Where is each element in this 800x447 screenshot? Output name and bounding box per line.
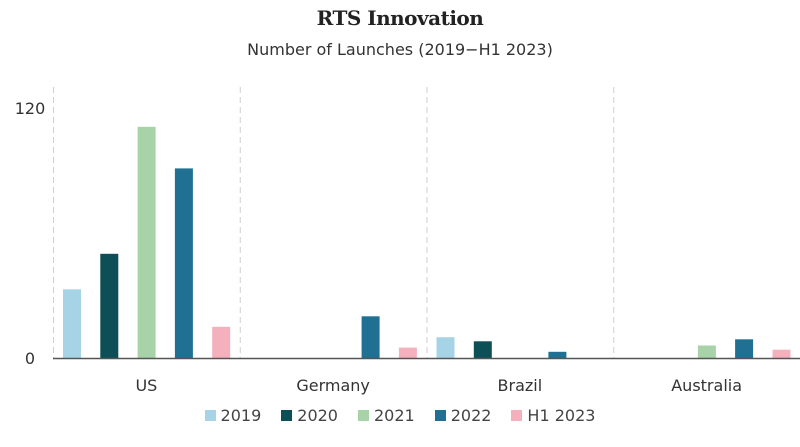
y-tick-label: 120 [15,99,46,118]
bar-brazil-2022 [548,351,567,359]
bar-us-2019 [63,289,81,359]
bar-us-2021 [137,126,156,359]
bar-brazil-2020 [473,341,492,358]
legend-swatch [434,410,446,421]
bars [63,126,791,359]
group-separators [53,87,615,358]
legend-item: 2019 [204,406,262,425]
legend-swatch [281,410,293,421]
legend-label: 2022 [450,406,492,425]
legend-item: 2021 [357,406,415,425]
legend-label: 2021 [373,406,415,425]
y-tick-label: 0 [25,349,35,368]
x-axis-categories: US Germany Brazil Australia [135,376,742,395]
chart-subtitle: Number of Launches (2019−H1 2023) [247,40,553,59]
legend-label: 2020 [297,406,338,425]
legend: 2019 2020 2021 2022 H1 2023 [0,406,800,425]
legend-swatch [511,410,523,421]
bar-australia-2021 [697,345,716,358]
legend-swatch [357,410,369,421]
legend-label: H1 2023 [527,406,596,425]
x-category-label: Germany [296,376,370,395]
x-category-label: Australia [671,376,742,395]
legend-label: 2019 [220,406,262,425]
y-axis-ticks: 0 120 [15,99,46,368]
bar-germany-2022 [361,316,380,358]
chart-title: RTS Innovation [316,6,484,30]
bar-australia-h1-2023 [772,349,791,358]
bar-germany-h1-2023 [398,347,417,358]
bar-us-2020 [100,253,119,358]
bar-us-h1-2023 [212,326,231,359]
legend-item: 2020 [281,406,338,425]
bar-us-2022 [174,168,193,358]
bar-brazil-2019 [436,337,455,358]
legend-swatch [204,410,216,421]
x-category-label: US [135,376,157,395]
legend-item: H1 2023 [511,406,595,425]
legend-item: 2022 [434,406,492,425]
bar-australia-2022 [735,339,754,359]
x-category-label: Brazil [498,376,543,395]
